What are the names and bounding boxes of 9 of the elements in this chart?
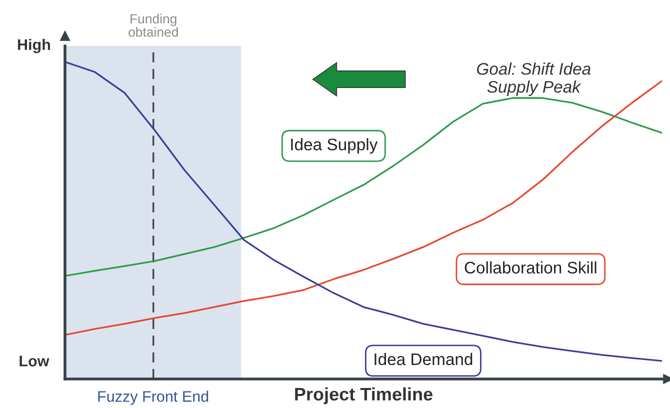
series-label: Idea Demand bbox=[374, 352, 472, 366]
text: Low bbox=[20, 356, 50, 366]
text: Fuzzy Front End bbox=[98, 390, 208, 405]
text: High bbox=[18, 38, 50, 54]
x-axis-title: Project Timeline bbox=[295, 387, 432, 404]
series-label: Idea Supply bbox=[291, 138, 378, 154]
annotation: Goal: Shift Idea Supply Peak bbox=[477, 62, 591, 96]
text: Funding obtained bbox=[128, 14, 178, 37]
series-label: Collaboration Skill bbox=[464, 261, 596, 274]
